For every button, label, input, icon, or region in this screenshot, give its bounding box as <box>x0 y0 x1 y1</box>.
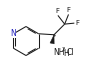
Text: N: N <box>10 29 16 38</box>
Text: F: F <box>55 8 59 14</box>
Text: 2: 2 <box>61 47 65 52</box>
Polygon shape <box>50 35 54 44</box>
Text: H: H <box>64 49 69 58</box>
Text: Cl: Cl <box>67 48 75 57</box>
Text: F: F <box>76 20 80 26</box>
Text: NH: NH <box>53 48 65 57</box>
Text: F: F <box>67 7 71 13</box>
